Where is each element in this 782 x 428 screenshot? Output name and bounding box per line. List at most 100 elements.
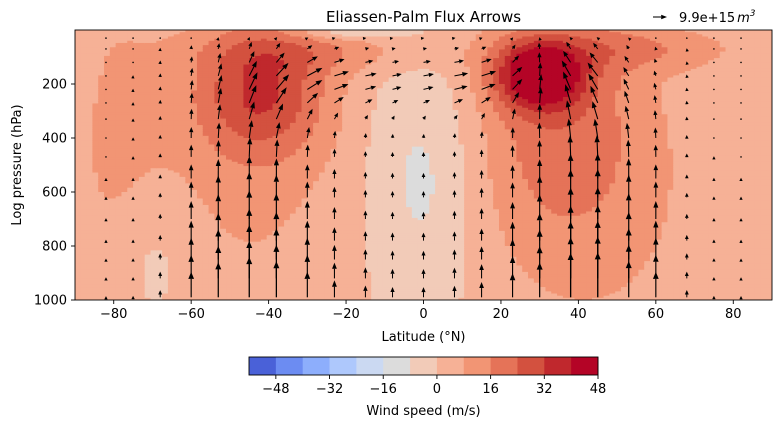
contour-cell — [98, 289, 105, 292]
contour-cell — [86, 233, 94, 236]
contour-cell — [98, 222, 105, 225]
contour-cell — [109, 233, 117, 236]
contour-cell — [80, 192, 88, 195]
contour-cell — [75, 79, 82, 83]
contour-cell — [80, 246, 88, 249]
contour-cell — [86, 250, 94, 254]
contour-cell — [109, 187, 117, 191]
contour-cell — [80, 166, 88, 169]
contour-cell — [98, 142, 105, 146]
contour-cell — [98, 94, 105, 98]
contour-cell — [115, 90, 123, 94]
contour-cell — [92, 163, 99, 167]
contour-cell — [115, 88, 123, 92]
contour-cell — [80, 161, 88, 165]
contour-cell — [86, 81, 94, 85]
contour-cell — [104, 140, 111, 143]
contour-cell — [92, 75, 99, 79]
contour-cell — [86, 159, 94, 163]
contour-cell — [92, 293, 99, 297]
contour-cell — [86, 120, 94, 124]
contour-cell — [92, 79, 99, 83]
contour-cell — [109, 146, 117, 150]
contour-cell — [98, 153, 105, 156]
contour-cell — [86, 142, 94, 146]
contour-cell — [104, 258, 111, 262]
contour-cell — [80, 142, 88, 146]
contour-cell — [109, 267, 117, 271]
contour-cell — [86, 220, 94, 223]
contour-cell — [86, 297, 94, 300]
contour-cell — [98, 129, 105, 133]
contour-cell — [86, 92, 94, 96]
contour-cell — [109, 77, 117, 81]
contour-cell — [75, 172, 82, 176]
contour-cell — [80, 226, 88, 230]
contour-cell — [86, 84, 94, 87]
contour-cell — [80, 235, 88, 238]
contour-cell — [92, 34, 99, 38]
contour-cell — [86, 261, 94, 264]
contour-cell — [98, 166, 105, 169]
contour-cell — [92, 269, 99, 273]
contour-cell — [98, 215, 105, 219]
contour-cell — [92, 55, 99, 59]
contour-cell — [98, 75, 105, 79]
contour-cell — [80, 267, 88, 271]
contour-cell — [92, 289, 99, 292]
plot-area — [75, 30, 772, 300]
contour-cell — [115, 114, 123, 117]
contour-cell — [75, 53, 82, 57]
contour-cell — [98, 99, 105, 102]
contour-cell — [92, 217, 99, 221]
contour-cell — [75, 68, 82, 72]
contour-cell — [104, 94, 111, 98]
contour-cell — [115, 68, 123, 72]
contour-cell — [75, 92, 82, 96]
contour-cell — [75, 250, 82, 254]
contour-cell — [80, 118, 88, 122]
contour-cell — [98, 53, 105, 57]
contour-cell — [104, 42, 111, 46]
contour-cell — [92, 142, 99, 146]
contour-cell — [98, 107, 105, 111]
contour-cell — [92, 271, 99, 275]
contour-cell — [86, 202, 94, 206]
contour-cell — [86, 192, 94, 195]
contour-cell — [115, 109, 123, 113]
contour-cell — [115, 79, 123, 83]
contour-cell — [109, 112, 117, 115]
contour-cell — [80, 280, 88, 284]
contour-cell — [104, 274, 111, 277]
contour-cell — [104, 220, 111, 223]
contour-cell — [92, 254, 99, 258]
contour-cell — [104, 248, 111, 251]
contour-cell — [104, 105, 111, 109]
contour-cell — [98, 202, 105, 206]
contour-cell — [75, 129, 82, 133]
contour-cell — [75, 287, 82, 290]
contour-cell — [92, 47, 99, 51]
contour-cell — [75, 230, 82, 234]
contour-cell — [104, 64, 111, 68]
contour-cell — [104, 230, 111, 234]
contour-cell — [98, 135, 105, 139]
contour-cell — [92, 88, 99, 92]
contour-cell — [104, 198, 111, 202]
contour-cell — [80, 58, 88, 61]
contour-cell — [80, 105, 88, 109]
contour-cell — [86, 204, 94, 208]
contour-cell — [80, 209, 88, 213]
contour-cell — [75, 271, 82, 275]
contour-cell — [98, 101, 105, 105]
contour-cell — [86, 289, 94, 292]
contour-cell — [92, 60, 99, 63]
contour-cell — [92, 194, 99, 197]
contour-cell — [75, 105, 82, 109]
contour-cell — [109, 75, 117, 79]
contour-cell — [109, 159, 117, 163]
contour-cell — [75, 269, 82, 273]
contour-cell — [98, 120, 105, 124]
contour-cell — [75, 109, 82, 113]
contour-cell — [98, 295, 105, 299]
